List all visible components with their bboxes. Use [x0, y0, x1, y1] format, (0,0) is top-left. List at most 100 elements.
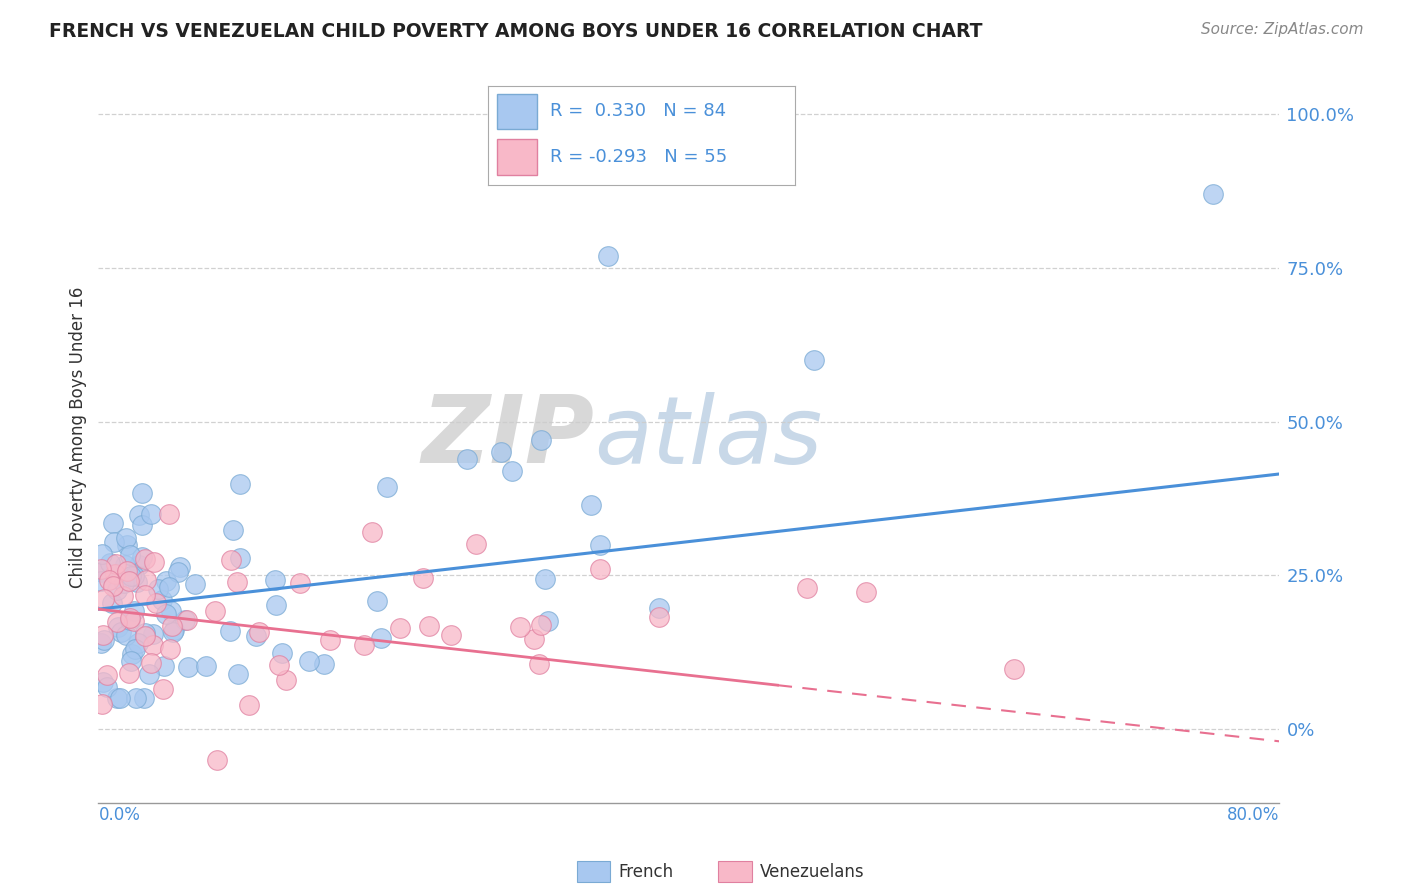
Point: [290, 576, 312, 591]
Point: [159, 641, 181, 656]
Y-axis label: Child Poverty Among Boys Under 16: Child Poverty Among Boys Under 16: [69, 286, 87, 588]
Point: [162, 618, 184, 632]
Point: [530, 433, 553, 447]
Point: [163, 624, 186, 638]
Point: [105, 691, 128, 706]
Point: [226, 667, 249, 681]
Point: [131, 517, 153, 532]
Point: [141, 507, 163, 521]
Point: [589, 562, 612, 576]
Point: [527, 657, 550, 671]
Point: [152, 658, 174, 673]
Point: [803, 353, 825, 368]
Point: [90, 697, 112, 711]
Point: [534, 572, 557, 586]
Point: [118, 666, 141, 681]
Point: [412, 571, 434, 585]
Point: [120, 569, 142, 583]
Text: ZIP: ZIP: [422, 391, 595, 483]
Point: [388, 621, 411, 635]
Point: [131, 550, 153, 565]
Point: [530, 617, 553, 632]
Point: [120, 611, 142, 625]
Point: [96, 668, 118, 682]
Point: [155, 607, 177, 621]
Point: [115, 531, 138, 545]
Point: [150, 592, 173, 607]
Point: [167, 566, 190, 580]
Point: [115, 537, 138, 551]
Text: Source: ZipAtlas.com: Source: ZipAtlas.com: [1201, 22, 1364, 37]
Point: [134, 625, 156, 640]
Point: [194, 659, 217, 673]
Point: [360, 525, 382, 540]
FancyBboxPatch shape: [718, 862, 752, 882]
Point: [93, 592, 115, 607]
Point: [122, 569, 145, 583]
Point: [125, 575, 148, 590]
Point: [107, 615, 129, 630]
Text: atlas: atlas: [595, 392, 823, 483]
Point: [98, 556, 121, 570]
Point: [440, 628, 463, 642]
Point: [245, 629, 267, 643]
Point: [121, 647, 143, 661]
Text: FRENCH VS VENEZUELAN CHILD POVERTY AMONG BOYS UNDER 16 CORRELATION CHART: FRENCH VS VENEZUELAN CHILD POVERTY AMONG…: [49, 22, 983, 41]
Point: [457, 451, 479, 466]
Point: [107, 620, 129, 634]
Point: [128, 558, 150, 572]
Point: [101, 516, 124, 530]
Point: [177, 659, 200, 673]
Point: [145, 596, 167, 610]
Point: [271, 646, 294, 660]
Point: [225, 574, 247, 589]
Point: [1002, 662, 1025, 676]
Point: [418, 619, 440, 633]
Point: [173, 613, 195, 627]
Point: [523, 632, 546, 647]
Point: [501, 464, 523, 478]
Point: [127, 636, 149, 650]
Point: [204, 604, 226, 618]
Point: [377, 480, 399, 494]
Point: [139, 657, 162, 671]
Point: [146, 582, 169, 597]
Point: [142, 638, 165, 652]
Point: [298, 654, 321, 668]
Point: [219, 553, 242, 567]
Point: [855, 584, 877, 599]
Point: [135, 573, 157, 587]
Point: [128, 508, 150, 522]
Point: [312, 657, 335, 671]
Point: [366, 594, 388, 608]
Point: [115, 565, 138, 579]
Point: [98, 573, 121, 587]
Point: [104, 566, 127, 581]
Point: [1202, 187, 1225, 202]
Point: [132, 691, 155, 706]
Point: [464, 537, 486, 551]
Point: [588, 538, 610, 552]
Point: [112, 589, 135, 603]
Point: [90, 562, 112, 576]
Point: [537, 614, 560, 628]
Text: 0.0%: 0.0%: [98, 805, 141, 824]
Point: [370, 631, 392, 645]
Text: 80.0%: 80.0%: [1227, 805, 1279, 824]
Point: [134, 551, 156, 566]
Point: [107, 582, 129, 597]
Point: [489, 445, 512, 459]
Point: [247, 625, 270, 640]
Point: [229, 551, 252, 566]
Point: [169, 560, 191, 574]
Point: [353, 638, 375, 652]
Point: [104, 557, 127, 571]
Point: [90, 636, 112, 650]
Text: Venezuelans: Venezuelans: [759, 863, 865, 880]
Point: [101, 578, 124, 592]
Point: [114, 628, 136, 642]
Point: [269, 658, 291, 673]
Point: [90, 547, 112, 561]
Point: [266, 598, 288, 612]
Point: [124, 691, 146, 706]
